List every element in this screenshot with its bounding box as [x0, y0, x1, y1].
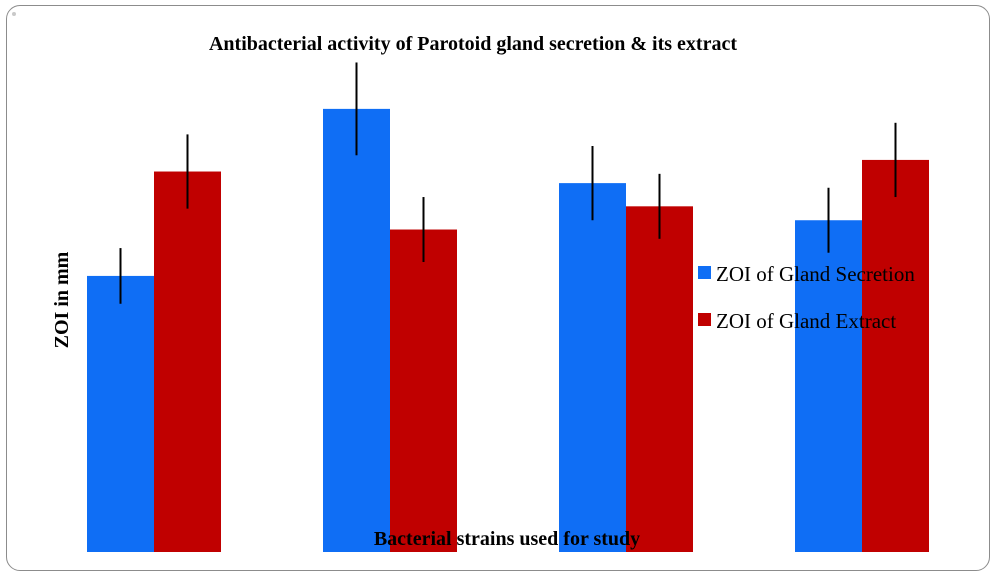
y-axis-label: ZOI in mm	[51, 251, 73, 348]
x-axis-label: Bacterial strains used for study	[374, 528, 640, 550]
bar-secretion-2	[323, 108, 390, 552]
legend-swatch-1	[698, 266, 711, 279]
bar-secretion-4	[795, 220, 862, 553]
bar-extract-3	[626, 206, 693, 552]
legend-label-1: ZOI of Gland Secretion	[716, 262, 915, 286]
legend: ZOI of Gland Secretion ZOI of Gland Extra…	[698, 262, 915, 333]
corner-dot	[12, 12, 16, 16]
bar-extract-1	[154, 171, 221, 552]
chart-title: Antibacterial activity of Parotoid gland…	[209, 33, 737, 55]
bar-secretion-1	[87, 275, 154, 552]
legend-label-2: ZOI of Gland Extract	[716, 309, 896, 333]
legend-swatch-2	[698, 313, 711, 326]
plot-area	[87, 62, 929, 553]
bar-extract-2	[390, 229, 457, 552]
bar-extract-4	[862, 159, 929, 553]
bar-secretion-3	[559, 183, 626, 552]
